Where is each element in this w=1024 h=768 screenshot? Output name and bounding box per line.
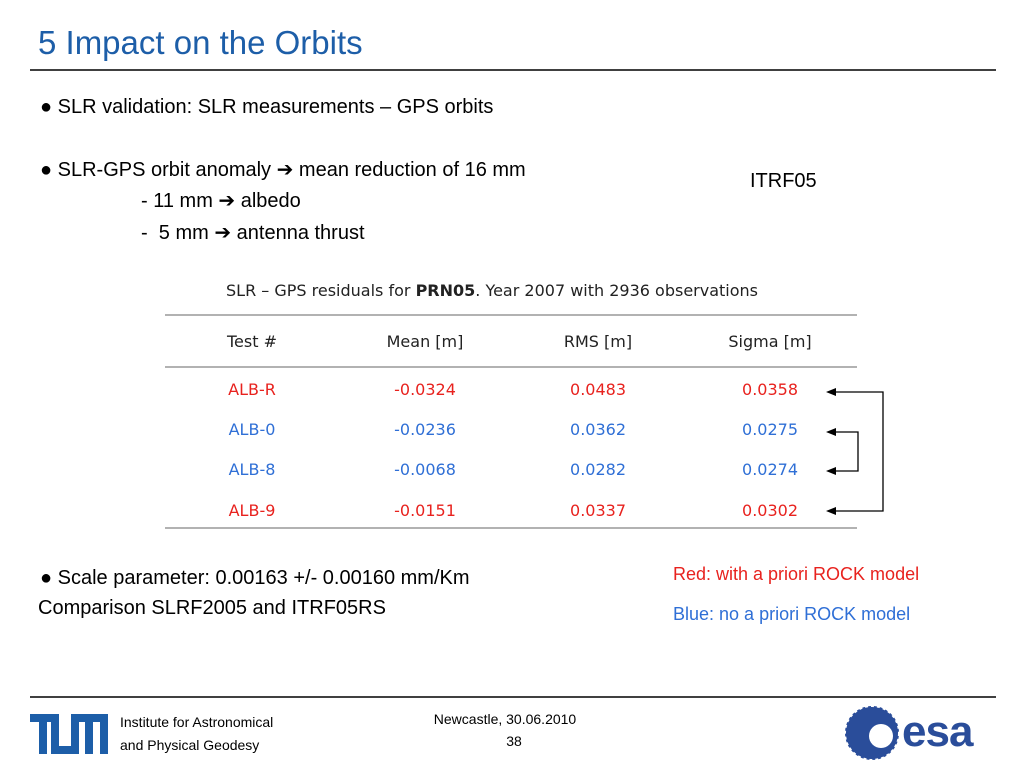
bracket xyxy=(832,391,884,512)
table-cell: 0.0282 xyxy=(570,460,626,479)
table-cell: -0.0236 xyxy=(394,420,456,439)
table-cell: -0.0324 xyxy=(394,380,456,399)
page-number: 38 xyxy=(506,733,522,749)
table-cell: 0.0275 xyxy=(742,420,798,439)
header-cell: Test # xyxy=(227,332,277,351)
slide-title: 5 Impact on the Orbits xyxy=(38,24,363,61)
table-cell: -0.0151 xyxy=(394,501,456,520)
header-cell: Mean [m] xyxy=(386,332,464,351)
bullet: ● SLR validation: SLR measurements – GPS… xyxy=(40,96,494,118)
caption-bold: PRN05 xyxy=(415,281,476,300)
sub-bullet: - 11 mm ➔ albedo xyxy=(141,190,301,212)
table-cell: 0.0302 xyxy=(742,501,798,520)
arrowheads xyxy=(826,388,836,515)
comparison-text: Comparison SLRF2005 and ITRF05RS xyxy=(38,597,386,619)
table-cell: ALB-9 xyxy=(228,501,276,520)
table-cell: 0.0337 xyxy=(570,501,626,520)
table-cell: ALB-R xyxy=(228,380,276,399)
table-cell: 0.0358 xyxy=(742,380,798,399)
legend-red: Red: with a priori ROCK model xyxy=(673,564,920,584)
esa-logo-text: esa xyxy=(902,707,973,756)
institute: Institute for Astronomical xyxy=(120,714,274,730)
table-cell: ALB-0 xyxy=(228,420,276,439)
bullet: ● Scale parameter: 0.00163 +/- 0.00160 m… xyxy=(40,567,470,589)
table-cell: 0.0274 xyxy=(742,460,798,479)
place-date: Newcastle, 30.06.2010 xyxy=(433,711,577,727)
bullet: ● SLR-GPS orbit anomaly ➔ mean reduction… xyxy=(40,159,526,181)
table-caption: SLR – GPS residuals for PRN05. Year 2007… xyxy=(226,281,758,300)
sub-bullet: - 5 mm ➔ antenna thrust xyxy=(141,222,365,244)
caption-text: SLR – GPS residuals for xyxy=(226,281,416,300)
table-cell: -0.0068 xyxy=(394,460,456,479)
institute: and Physical Geodesy xyxy=(120,737,260,753)
header-cell: Sigma [m] xyxy=(728,332,812,351)
table-cell: 0.0362 xyxy=(570,420,626,439)
table-cell: ALB-8 xyxy=(228,460,276,479)
itrf-label: ITRF05 xyxy=(750,170,817,192)
legend-blue: Blue: no a priori ROCK model xyxy=(673,604,911,624)
header-cell: RMS [m] xyxy=(563,332,633,351)
table-cell: 0.0483 xyxy=(570,380,626,399)
esa-globe xyxy=(844,705,900,761)
tum-logo xyxy=(30,714,108,754)
caption-text: . Year 2007 with 2936 observations xyxy=(475,281,758,300)
